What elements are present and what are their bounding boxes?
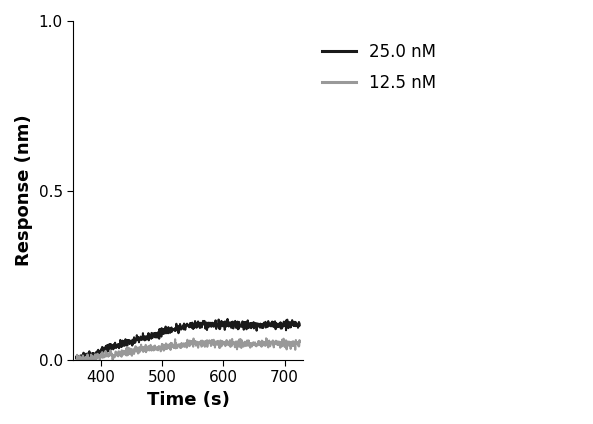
12.5 nM <box>74 362 81 367</box>
25.0 nM <box>296 323 304 328</box>
25.0 nM <box>95 352 102 357</box>
Y-axis label: Response (nm): Response (nm) <box>15 115 33 266</box>
12.5 nM <box>72 359 79 364</box>
Line: 12.5 nM: 12.5 nM <box>76 338 300 364</box>
25.0 nM <box>79 360 86 365</box>
12.5 nM <box>75 360 82 365</box>
25.0 nM <box>72 354 79 359</box>
12.5 nM <box>106 352 113 357</box>
12.5 nM <box>195 345 202 350</box>
25.0 nM <box>74 359 81 364</box>
12.5 nM <box>296 340 304 345</box>
12.5 nM <box>263 336 270 341</box>
25.0 nM <box>195 319 202 324</box>
12.5 nM <box>241 342 248 347</box>
12.5 nM <box>292 340 299 345</box>
25.0 nM <box>241 322 248 327</box>
12.5 nM <box>95 352 102 357</box>
Legend: 25.0 nM, 12.5 nM: 25.0 nM, 12.5 nM <box>316 36 443 99</box>
X-axis label: Time (s): Time (s) <box>146 391 229 409</box>
25.0 nM <box>224 316 231 321</box>
25.0 nM <box>292 320 299 325</box>
Line: 25.0 nM: 25.0 nM <box>76 319 300 363</box>
25.0 nM <box>106 343 113 348</box>
